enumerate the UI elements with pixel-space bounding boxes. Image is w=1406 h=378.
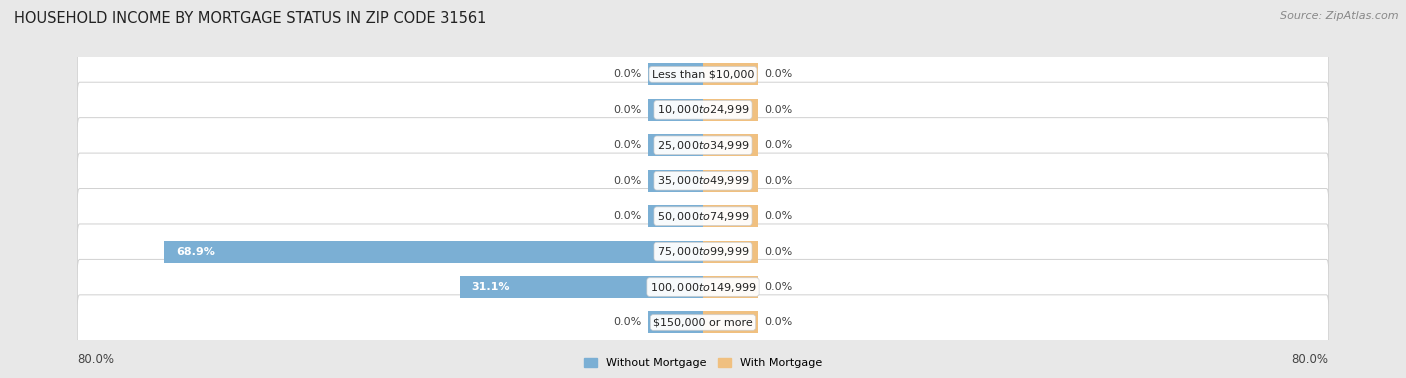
Bar: [648, 99, 703, 121]
Text: 80.0%: 80.0%: [1292, 353, 1329, 366]
Bar: [703, 99, 758, 121]
Text: 0.0%: 0.0%: [614, 70, 643, 79]
Bar: [460, 276, 703, 298]
Text: $25,000 to $34,999: $25,000 to $34,999: [657, 139, 749, 152]
Bar: [648, 311, 703, 333]
Bar: [703, 276, 758, 298]
FancyBboxPatch shape: [77, 47, 1329, 102]
Text: 0.0%: 0.0%: [763, 211, 792, 221]
Legend: Without Mortgage, With Mortgage: Without Mortgage, With Mortgage: [579, 353, 827, 372]
FancyBboxPatch shape: [77, 118, 1329, 173]
Text: 0.0%: 0.0%: [614, 140, 643, 150]
Text: $150,000 or more: $150,000 or more: [654, 318, 752, 327]
Text: 0.0%: 0.0%: [763, 140, 792, 150]
Text: $10,000 to $24,999: $10,000 to $24,999: [657, 103, 749, 116]
Text: $100,000 to $149,999: $100,000 to $149,999: [650, 280, 756, 294]
Text: 0.0%: 0.0%: [763, 246, 792, 257]
FancyBboxPatch shape: [77, 224, 1329, 279]
Text: 0.0%: 0.0%: [763, 105, 792, 115]
Text: 31.1%: 31.1%: [471, 282, 510, 292]
Text: HOUSEHOLD INCOME BY MORTGAGE STATUS IN ZIP CODE 31561: HOUSEHOLD INCOME BY MORTGAGE STATUS IN Z…: [14, 11, 486, 26]
Text: 0.0%: 0.0%: [763, 176, 792, 186]
Bar: [703, 170, 758, 192]
Text: 0.0%: 0.0%: [614, 176, 643, 186]
Bar: [703, 311, 758, 333]
Text: 0.0%: 0.0%: [763, 70, 792, 79]
Text: 0.0%: 0.0%: [763, 282, 792, 292]
Text: Source: ZipAtlas.com: Source: ZipAtlas.com: [1281, 11, 1399, 21]
Text: 0.0%: 0.0%: [763, 318, 792, 327]
Bar: [648, 170, 703, 192]
Text: 80.0%: 80.0%: [77, 353, 114, 366]
Text: Less than $10,000: Less than $10,000: [652, 70, 754, 79]
Bar: [648, 205, 703, 227]
FancyBboxPatch shape: [77, 189, 1329, 244]
FancyBboxPatch shape: [77, 82, 1329, 138]
FancyBboxPatch shape: [77, 153, 1329, 208]
FancyBboxPatch shape: [77, 259, 1329, 314]
Text: $50,000 to $74,999: $50,000 to $74,999: [657, 210, 749, 223]
Text: 0.0%: 0.0%: [614, 105, 643, 115]
Text: 0.0%: 0.0%: [614, 211, 643, 221]
Bar: [703, 64, 758, 85]
Bar: [648, 134, 703, 156]
Text: $35,000 to $49,999: $35,000 to $49,999: [657, 174, 749, 187]
Text: 0.0%: 0.0%: [614, 318, 643, 327]
Bar: [165, 241, 703, 263]
Bar: [648, 64, 703, 85]
Bar: [703, 241, 758, 263]
Text: $75,000 to $99,999: $75,000 to $99,999: [657, 245, 749, 258]
Bar: [703, 205, 758, 227]
Text: 68.9%: 68.9%: [176, 246, 215, 257]
FancyBboxPatch shape: [77, 295, 1329, 350]
Bar: [703, 134, 758, 156]
